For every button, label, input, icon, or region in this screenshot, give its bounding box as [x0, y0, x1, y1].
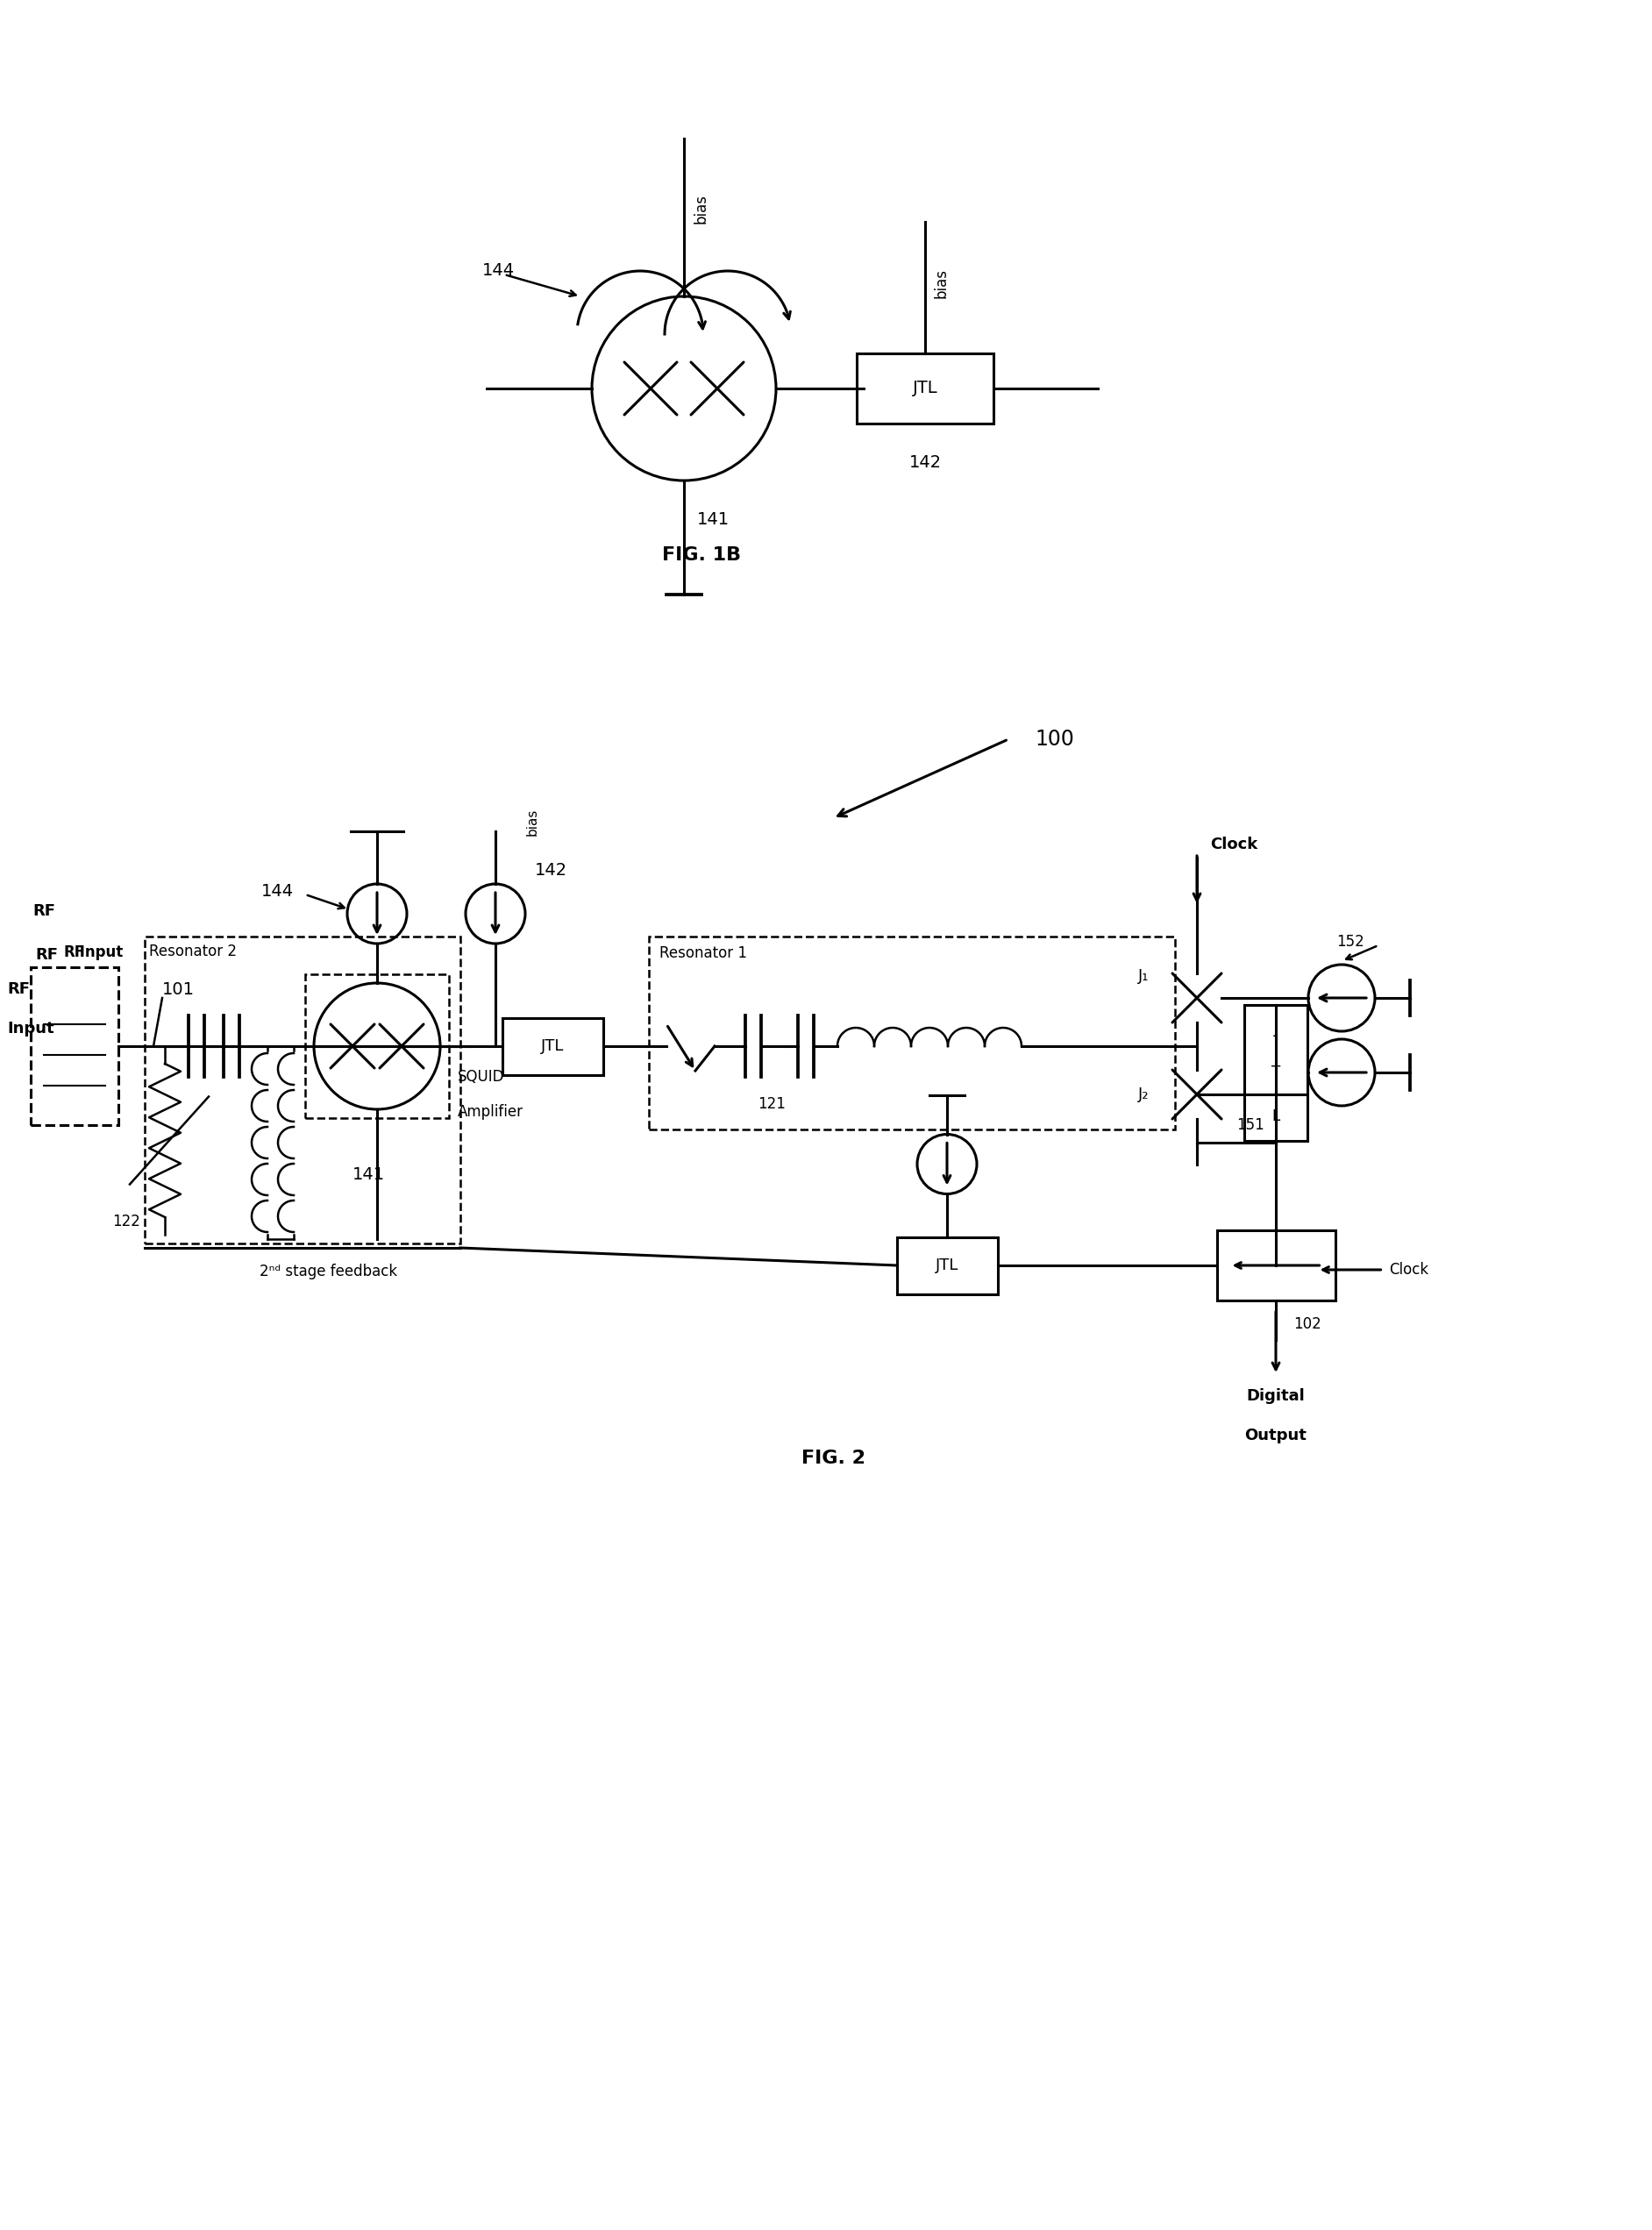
Bar [306, 975, 449, 1117]
Text: bias: bias [933, 268, 950, 299]
Text: Clock: Clock [1209, 836, 1257, 852]
Text: RF: RF [7, 981, 30, 997]
Text: bias: bias [692, 194, 709, 223]
Bar [502, 1017, 603, 1075]
Text: JTL: JTL [540, 1039, 563, 1055]
Text: Clock: Clock [1389, 1262, 1429, 1278]
Text: 142: 142 [909, 455, 942, 471]
Text: 144: 144 [261, 883, 294, 901]
Text: Resonator 1: Resonator 1 [659, 946, 747, 961]
Bar [145, 937, 461, 1244]
Text: FIG. 1B: FIG. 1B [662, 546, 742, 564]
Text: 141: 141 [697, 511, 730, 529]
Text: 144: 144 [482, 261, 515, 279]
Bar [1244, 1004, 1307, 1140]
Text: Input: Input [7, 1021, 55, 1037]
Text: RF: RF [35, 948, 58, 963]
Text: T: T [1272, 1064, 1280, 1079]
Text: 121: 121 [758, 1097, 786, 1113]
Text: Amplifier: Amplifier [458, 1104, 524, 1119]
Text: Output: Output [1244, 1427, 1307, 1443]
Bar [649, 937, 1175, 1128]
Text: JTL: JTL [935, 1258, 958, 1273]
Text: bias: bias [525, 807, 539, 836]
Bar [31, 968, 119, 1126]
Text: RF: RF [33, 903, 55, 919]
Text: Resonator 2: Resonator 2 [149, 943, 236, 959]
Text: 141: 141 [352, 1166, 385, 1182]
Text: 152: 152 [1336, 934, 1365, 950]
Text: Digital: Digital [1247, 1387, 1305, 1405]
Text: J: J [1274, 1021, 1279, 1037]
Bar [857, 352, 993, 424]
Bar [897, 1238, 998, 1293]
Text: J₂: J₂ [1138, 1086, 1148, 1102]
Text: 122: 122 [112, 1213, 140, 1229]
Text: 101: 101 [162, 981, 195, 997]
Text: JTL: JTL [912, 379, 938, 397]
Text: Input: Input [74, 946, 122, 961]
Text: J₁: J₁ [1138, 968, 1148, 983]
Text: L: L [1272, 1108, 1280, 1124]
Text: 142: 142 [535, 861, 567, 879]
Text: SQUID: SQUID [458, 1068, 504, 1084]
Bar [1216, 1231, 1335, 1300]
Text: FIG. 2: FIG. 2 [801, 1450, 866, 1467]
Text: 151: 151 [1236, 1117, 1264, 1133]
Text: 2ⁿᵈ stage feedback: 2ⁿᵈ stage feedback [259, 1264, 398, 1280]
Text: 100: 100 [1034, 729, 1074, 749]
Text: 102: 102 [1294, 1316, 1322, 1331]
Text: RF: RF [64, 946, 86, 961]
